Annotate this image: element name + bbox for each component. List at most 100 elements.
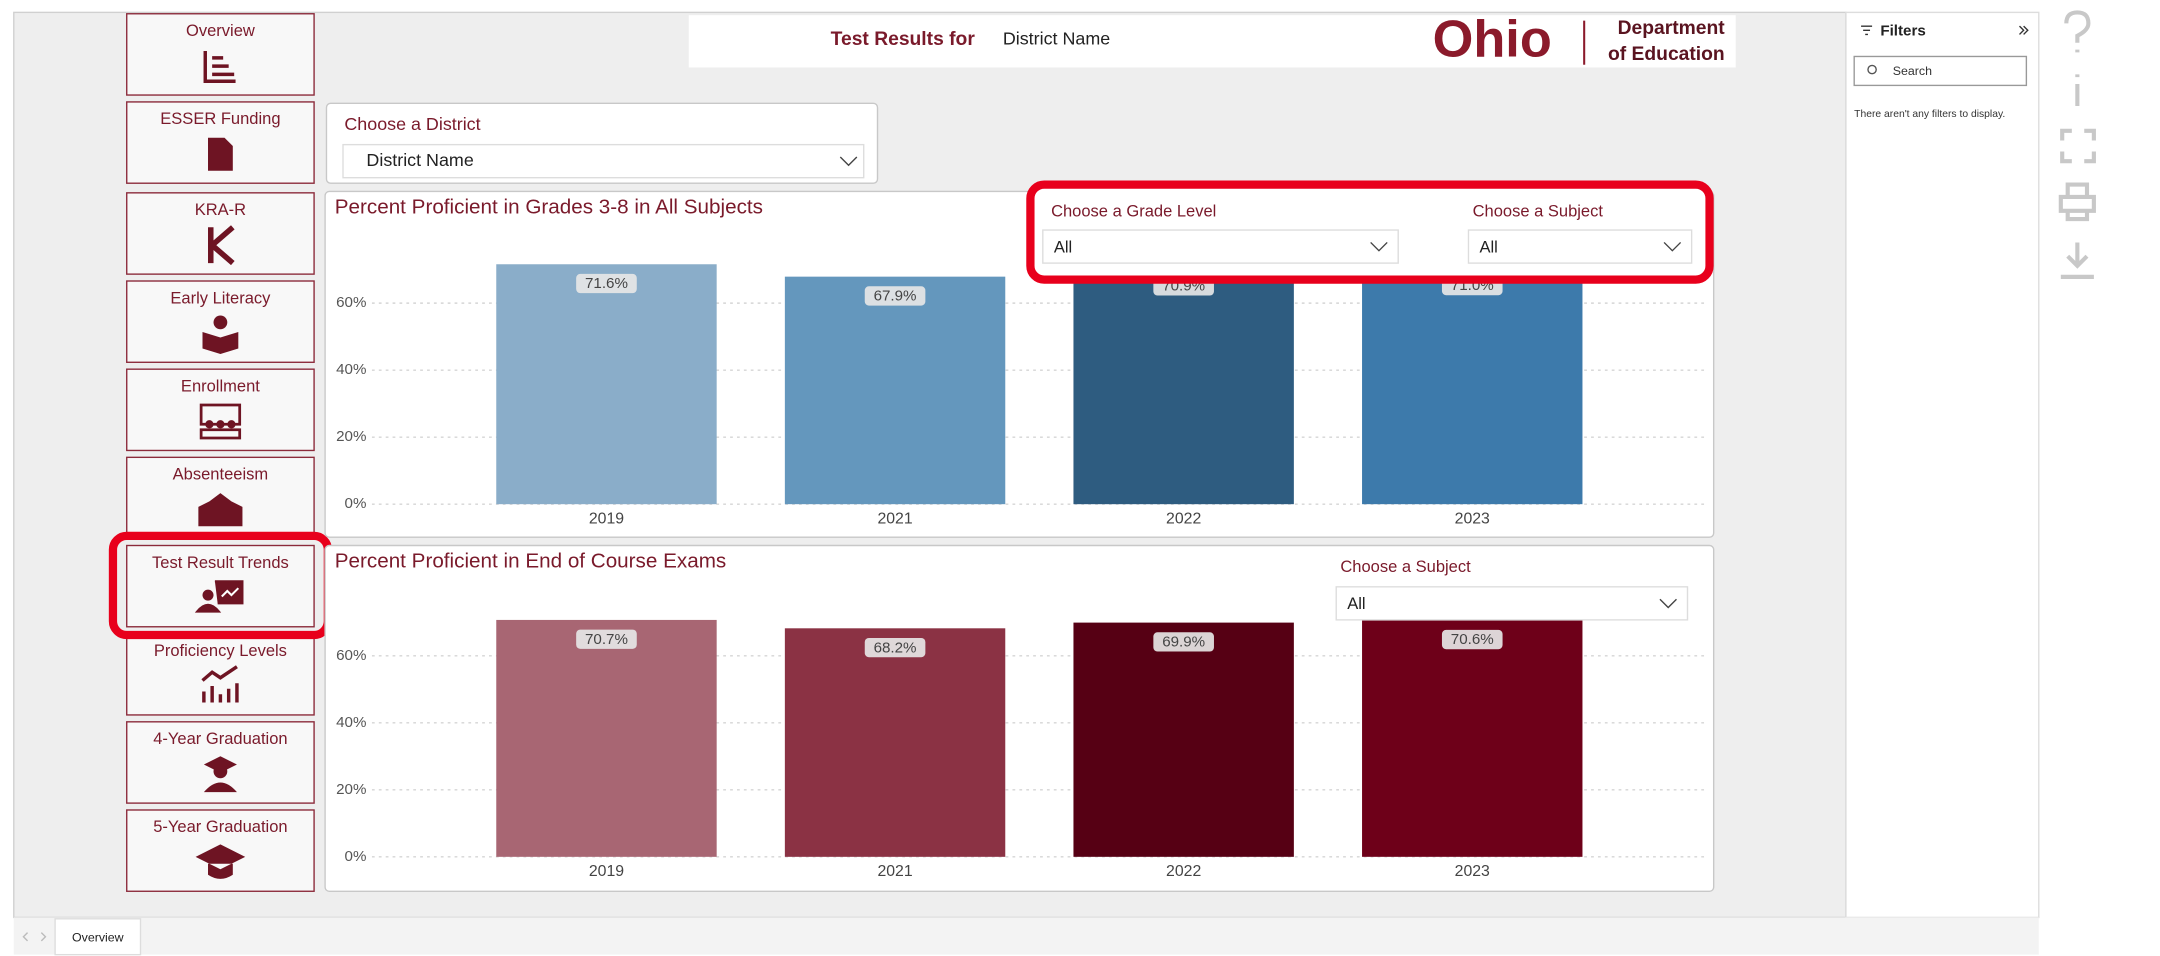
x-tick-label: 2021	[877, 863, 912, 880]
slicer-value: All	[1479, 237, 1497, 256]
nav-icon	[213, 315, 228, 330]
tab[interactable]	[54, 918, 142, 956]
nav-icon	[205, 420, 214, 429]
slicer-label: Choose a Grade Level	[1051, 201, 1216, 220]
download-icon[interactable]	[2060, 242, 2094, 279]
nav-icon	[201, 665, 239, 703]
header	[688, 15, 1736, 68]
nav-icon	[208, 137, 233, 171]
data-label: 70.6%	[1451, 631, 1494, 648]
bar	[496, 264, 717, 505]
slicer-label: Choose a Subject	[1473, 201, 1604, 220]
nav-label: Early Literacy	[170, 288, 271, 307]
y-tick-label: 20%	[336, 781, 366, 798]
nav-label: Proficiency Levels	[154, 641, 287, 660]
data-label: 67.9%	[874, 288, 917, 305]
logo-name: Ohio	[1433, 11, 1552, 69]
district-slicer-label: Choose a District	[344, 114, 480, 134]
help-icon[interactable]	[2064, 10, 2091, 53]
nav-label: Absenteeism	[173, 465, 268, 484]
data-label: 71.6%	[585, 275, 628, 292]
nav-icon	[194, 580, 244, 613]
dropdown-chevron	[1370, 241, 1388, 252]
data-label-bg	[576, 629, 637, 649]
filters-empty: There aren't any filters to display.	[1854, 109, 2005, 120]
nav-icon	[207, 225, 235, 266]
bar	[1073, 266, 1294, 505]
nav-label: Enrollment	[181, 376, 260, 395]
collapse-icon[interactable]	[2019, 25, 2029, 35]
slicer-value: All	[1054, 237, 1072, 256]
filters-pane	[1845, 11, 2040, 919]
bar	[496, 619, 717, 857]
logo-line1: Department	[1618, 18, 1726, 39]
data-label: 68.2%	[874, 639, 917, 656]
nav-label: Overview	[186, 21, 255, 40]
data-label-bg	[1441, 629, 1503, 650]
nav-icon	[203, 756, 237, 793]
y-tick-label: 20%	[336, 428, 366, 445]
chart-title: Percent Proficient in Grades 3-8 in All …	[335, 195, 763, 218]
nav-label: KRA-R	[195, 200, 246, 219]
district-dropdown-value: District Name	[366, 150, 473, 170]
filter-search-placeholder: Search	[1893, 64, 1932, 78]
tab-label: Overview	[72, 930, 124, 944]
search-icon	[1867, 64, 1877, 75]
nav-label: 4-Year Graduation	[153, 729, 287, 748]
header-title: Test Results for	[831, 29, 976, 50]
header-district: District Name	[1003, 29, 1110, 49]
filter-search[interactable]	[1853, 55, 2028, 87]
y-tick-label: 0%	[345, 848, 367, 865]
slicer-label: Choose a Subject	[1340, 557, 1471, 576]
nav-button[interactable]	[126, 192, 315, 275]
slicer-dropdown[interactable]	[1042, 229, 1399, 264]
toolbar	[2058, 10, 2096, 279]
chart-title: Percent Proficient in End of Course Exam…	[335, 549, 727, 572]
y-tick-label: 60%	[336, 294, 366, 311]
dropdown-chevron	[1659, 598, 1677, 609]
print-icon[interactable]	[2058, 182, 2096, 222]
nav-icon	[227, 420, 236, 429]
nav-label: ESSER Funding	[160, 109, 280, 128]
x-tick-label: 2019	[589, 863, 624, 880]
x-tick-label: 2019	[589, 511, 624, 528]
bar	[784, 276, 1006, 505]
filters-title: Filters	[1880, 23, 1925, 40]
data-label: 69.9%	[1162, 634, 1205, 651]
nav-icon	[202, 589, 214, 601]
data-label-bg	[864, 286, 926, 306]
data-label: 70.7%	[585, 631, 628, 648]
tab-bar	[13, 917, 2039, 955]
district-dropdown[interactable]	[342, 143, 865, 179]
nav-label: Test Result Trends	[152, 553, 289, 572]
x-tick-label: 2022	[1166, 511, 1201, 528]
y-tick-label: 40%	[336, 714, 366, 731]
nav-icon	[195, 844, 246, 879]
bar	[784, 628, 1006, 857]
x-tick-label: 2023	[1455, 511, 1490, 528]
dropdown-chevron	[839, 156, 858, 167]
tab-nav-arrows[interactable]	[22, 932, 47, 942]
data-label-bg	[576, 273, 637, 294]
nav-icon	[198, 493, 243, 527]
x-tick-label: 2022	[1166, 863, 1201, 880]
bar	[1073, 622, 1294, 857]
focus-icon[interactable]	[2060, 128, 2096, 164]
bar	[1362, 620, 1583, 857]
slicer-dropdown[interactable]	[1467, 229, 1693, 264]
nav-icon	[221, 587, 240, 598]
nav-icon	[213, 764, 228, 779]
nav-icon	[202, 331, 239, 355]
nav-label: 5-Year Graduation	[153, 817, 287, 836]
y-tick-label: 60%	[336, 647, 366, 664]
nav-icon	[199, 403, 242, 440]
logo-line2: of Education	[1608, 44, 1725, 65]
y-tick-label: 40%	[336, 361, 366, 378]
data-label-bg	[1153, 632, 1214, 652]
nav-icon	[216, 420, 225, 429]
nav-icon	[203, 50, 236, 83]
y-tick-label: 0%	[345, 495, 367, 512]
slicer-dropdown[interactable]	[1335, 586, 1689, 621]
bar	[1362, 266, 1583, 505]
